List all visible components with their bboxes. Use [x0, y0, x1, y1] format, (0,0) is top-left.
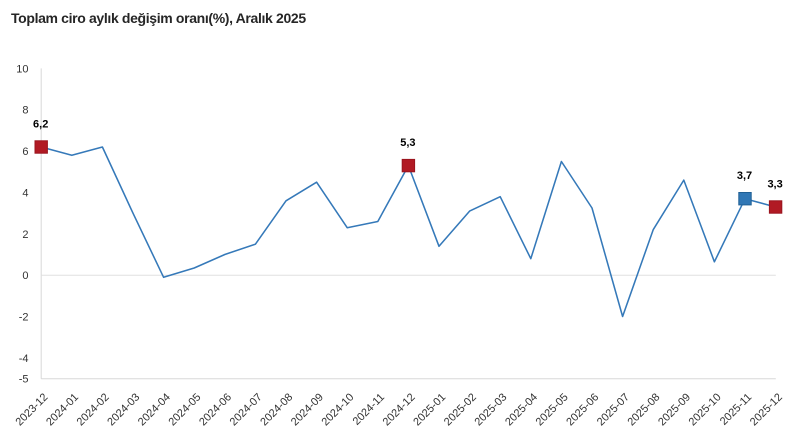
svg-text:-4: -4 — [19, 353, 29, 365]
svg-text:2: 2 — [22, 229, 28, 241]
svg-text:6,2: 6,2 — [33, 119, 48, 131]
svg-text:4: 4 — [22, 187, 28, 199]
svg-text:10: 10 — [16, 63, 28, 75]
svg-text:6: 6 — [22, 146, 28, 158]
svg-text:-5: -5 — [19, 373, 29, 385]
svg-text:8: 8 — [22, 105, 28, 117]
svg-text:0: 0 — [22, 270, 28, 282]
svg-text:3,3: 3,3 — [767, 179, 782, 191]
svg-text:3,7: 3,7 — [737, 170, 752, 182]
svg-text:5,3: 5,3 — [400, 137, 415, 149]
svg-text:-2: -2 — [19, 311, 29, 323]
svg-text:Toplam ciro aylık değişim oran: Toplam ciro aylık değişim oranı(%), Aral… — [11, 10, 306, 26]
